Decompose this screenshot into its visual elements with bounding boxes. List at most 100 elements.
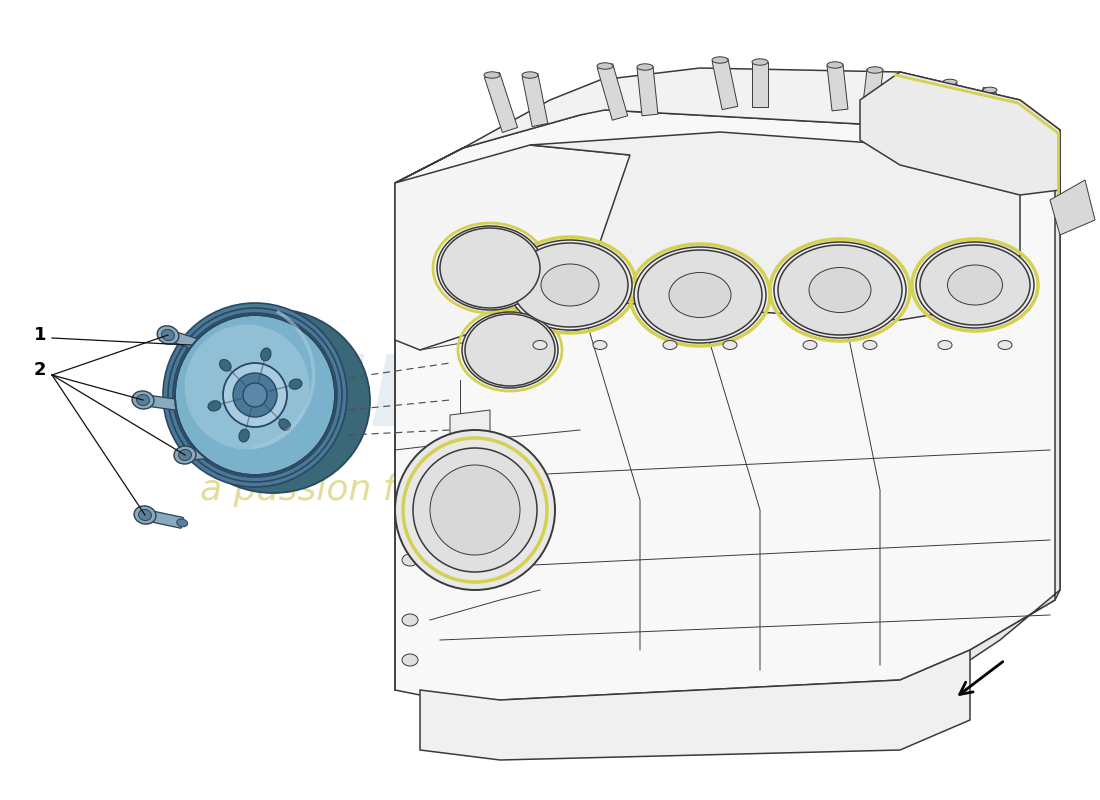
Polygon shape (166, 330, 206, 352)
Polygon shape (940, 170, 1060, 680)
Polygon shape (395, 68, 1060, 183)
Text: 1: 1 (34, 326, 46, 344)
Ellipse shape (437, 226, 543, 310)
Polygon shape (862, 69, 883, 113)
Text: quality: quality (430, 498, 553, 532)
Polygon shape (142, 394, 182, 410)
Polygon shape (522, 74, 548, 126)
Ellipse shape (162, 330, 175, 341)
Ellipse shape (208, 348, 302, 442)
Ellipse shape (279, 419, 290, 430)
Ellipse shape (132, 391, 154, 409)
Ellipse shape (173, 313, 337, 477)
Ellipse shape (541, 264, 600, 306)
Polygon shape (484, 73, 518, 133)
Ellipse shape (534, 341, 547, 350)
Ellipse shape (723, 341, 737, 350)
Ellipse shape (663, 341, 676, 350)
Ellipse shape (289, 379, 302, 390)
Ellipse shape (522, 72, 538, 78)
Ellipse shape (261, 348, 271, 361)
Circle shape (395, 430, 556, 590)
Circle shape (430, 465, 520, 555)
Polygon shape (637, 66, 658, 116)
Ellipse shape (192, 333, 317, 457)
Polygon shape (420, 650, 970, 760)
Ellipse shape (803, 341, 817, 350)
Polygon shape (827, 64, 848, 111)
Ellipse shape (136, 394, 150, 406)
Polygon shape (597, 64, 628, 120)
Ellipse shape (920, 245, 1030, 325)
Ellipse shape (134, 506, 156, 524)
Ellipse shape (163, 303, 346, 487)
Polygon shape (395, 110, 1060, 700)
Text: a passion for: a passion for (200, 473, 432, 507)
Ellipse shape (178, 318, 332, 472)
Polygon shape (860, 72, 1060, 195)
Ellipse shape (983, 87, 997, 93)
Ellipse shape (183, 323, 327, 467)
Ellipse shape (175, 402, 186, 409)
Polygon shape (1050, 180, 1094, 235)
Polygon shape (752, 62, 768, 107)
Polygon shape (712, 58, 738, 110)
Ellipse shape (402, 614, 418, 626)
Ellipse shape (176, 309, 370, 493)
Ellipse shape (938, 341, 952, 350)
Circle shape (233, 373, 277, 417)
Ellipse shape (204, 343, 307, 447)
Ellipse shape (827, 62, 843, 68)
Ellipse shape (157, 326, 179, 344)
Ellipse shape (402, 654, 418, 666)
Ellipse shape (998, 341, 1012, 350)
Text: Parts: Parts (430, 326, 814, 454)
Ellipse shape (638, 250, 762, 340)
Ellipse shape (208, 401, 221, 411)
Circle shape (243, 383, 267, 407)
Ellipse shape (943, 79, 957, 85)
Ellipse shape (220, 359, 231, 371)
Polygon shape (395, 145, 640, 350)
Ellipse shape (440, 228, 540, 308)
Ellipse shape (637, 64, 653, 70)
Ellipse shape (484, 72, 500, 78)
Ellipse shape (188, 328, 322, 462)
Ellipse shape (634, 247, 766, 343)
Ellipse shape (808, 267, 871, 313)
Ellipse shape (175, 315, 336, 475)
Ellipse shape (947, 265, 1002, 305)
Ellipse shape (174, 446, 196, 464)
Ellipse shape (778, 245, 902, 335)
Ellipse shape (752, 58, 768, 66)
Text: 2: 2 (34, 361, 46, 379)
Polygon shape (938, 81, 957, 121)
Polygon shape (450, 410, 490, 450)
Ellipse shape (712, 57, 728, 63)
Ellipse shape (402, 554, 418, 566)
Ellipse shape (198, 338, 312, 452)
Ellipse shape (512, 243, 628, 327)
Polygon shape (969, 87, 997, 128)
Ellipse shape (462, 312, 558, 388)
Circle shape (412, 448, 537, 572)
Ellipse shape (597, 62, 613, 70)
Text: euro: euro (185, 326, 525, 454)
Ellipse shape (867, 66, 883, 74)
Ellipse shape (168, 308, 342, 482)
Ellipse shape (199, 342, 209, 350)
Polygon shape (530, 132, 1020, 320)
Circle shape (223, 363, 287, 427)
Ellipse shape (177, 519, 188, 527)
Ellipse shape (774, 242, 906, 338)
Ellipse shape (218, 448, 229, 455)
Ellipse shape (139, 510, 152, 521)
Ellipse shape (178, 450, 191, 461)
Ellipse shape (465, 314, 556, 386)
Ellipse shape (185, 325, 309, 450)
Ellipse shape (593, 341, 607, 350)
Ellipse shape (239, 429, 250, 442)
Polygon shape (144, 510, 184, 528)
Ellipse shape (508, 240, 632, 330)
Ellipse shape (669, 273, 732, 318)
